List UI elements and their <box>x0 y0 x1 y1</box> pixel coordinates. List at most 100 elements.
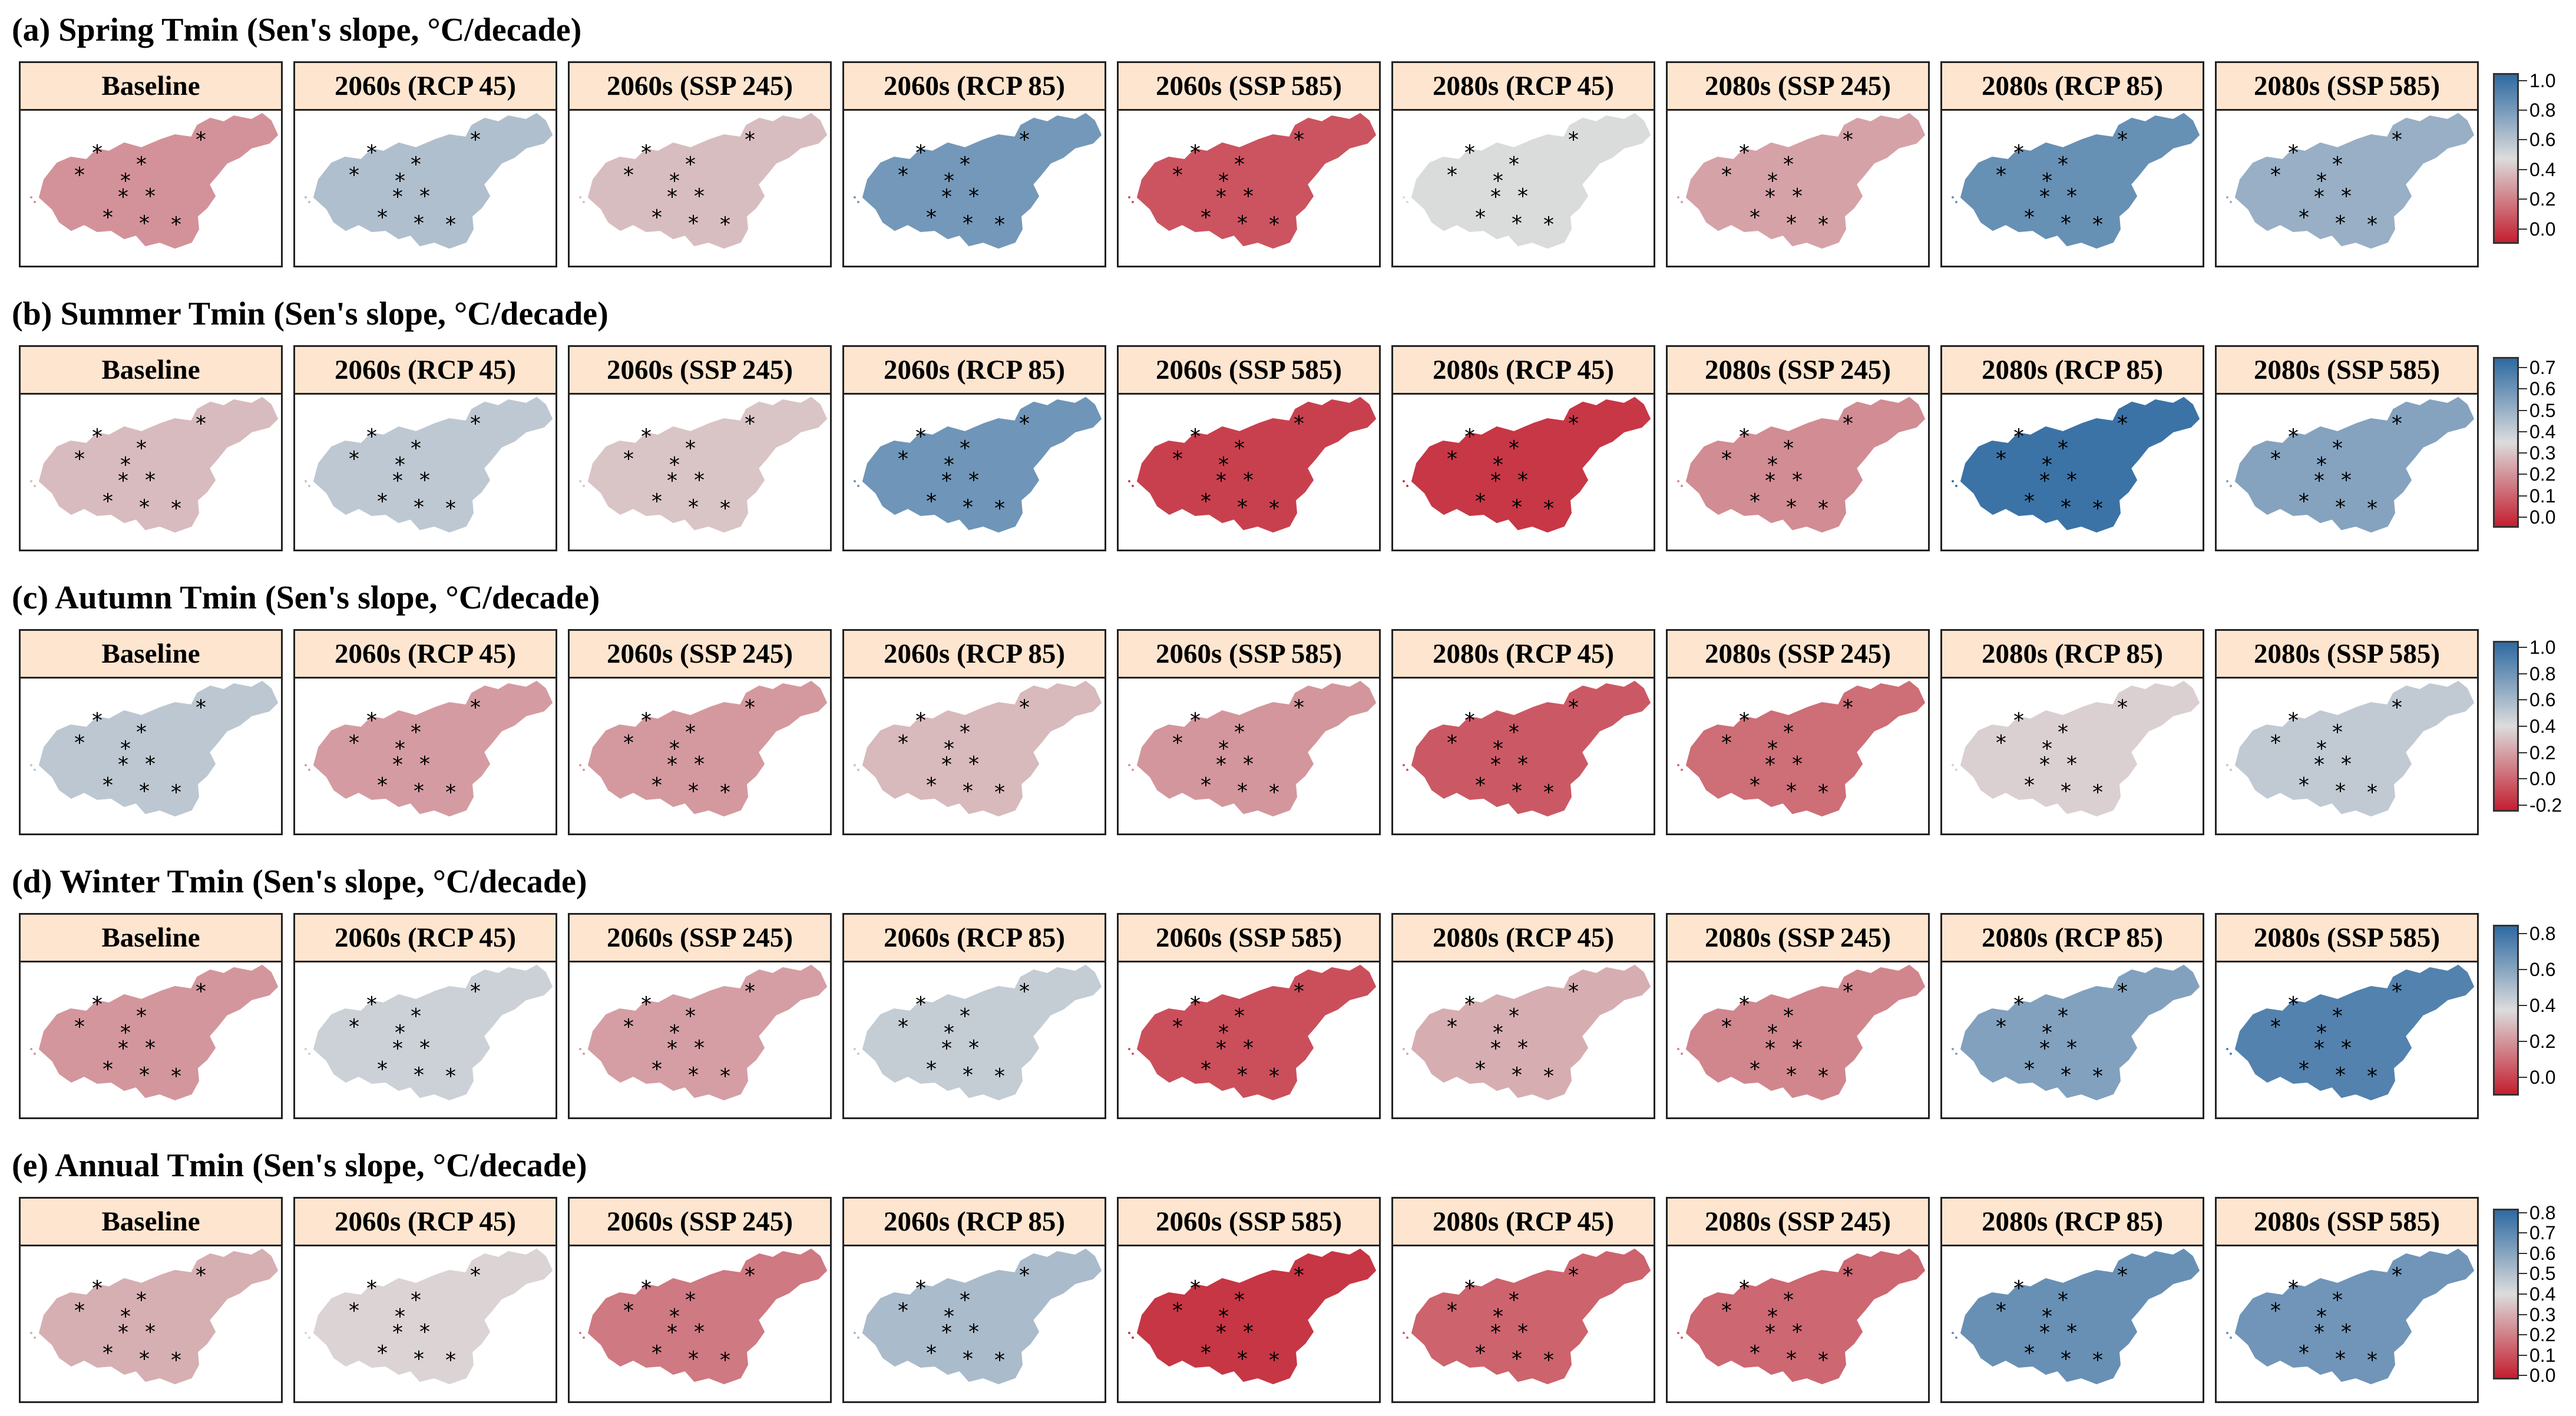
station-star: * <box>1843 412 1853 436</box>
tick-mark <box>2519 110 2527 111</box>
island-dot <box>34 1053 36 1055</box>
tick-label: 0.7 <box>2529 1222 2556 1244</box>
island-dot <box>2230 1336 2232 1339</box>
station-star: * <box>1447 447 1457 471</box>
station-star: * <box>1475 489 1486 514</box>
map-panel: 2060s (RCP 85) * * * * * * * * * * <box>842 629 1106 835</box>
region-shape <box>1960 113 2200 249</box>
station-star: * <box>377 773 388 798</box>
station-star: * <box>963 211 973 236</box>
tick-mark <box>2519 969 2527 971</box>
island-dot <box>1952 1332 1954 1334</box>
tick-label: 0.4 <box>2529 1283 2556 1305</box>
region-shape <box>313 964 553 1101</box>
region-shape <box>2234 1248 2475 1385</box>
tick-mark <box>2519 933 2527 935</box>
station-star: * <box>963 1063 973 1087</box>
island-dot <box>1952 196 1954 198</box>
colorbar-ticks: 1.0 0.8 0.6 0.4 0.2 0.0 -0.2 <box>2519 637 2576 816</box>
station-star: * <box>1493 169 1503 193</box>
map-panel: 2060s (SSP 585) * * * * * * * * * * <box>1117 345 1381 551</box>
station-star: * <box>1493 1305 1503 1329</box>
map-panel: 2080s (SSP 245) * * * * * * * * * * <box>1666 61 1930 267</box>
station-star: * <box>2299 1057 2309 1081</box>
island-dot <box>308 769 310 771</box>
station-star: * <box>1475 206 1486 230</box>
station-star: * <box>745 1263 755 1288</box>
station-star: * <box>102 1341 113 1365</box>
station-star: * <box>1512 1063 1522 1087</box>
station-star: * <box>1721 447 1732 471</box>
station-star: * <box>2270 731 2281 755</box>
station-star: * <box>392 1321 403 1345</box>
station-star: * <box>1243 184 1254 209</box>
station-star: * <box>414 1347 424 1371</box>
station-star: * <box>941 185 952 209</box>
station-star: * <box>2066 1036 2077 1060</box>
station-star: * <box>419 1320 430 1344</box>
station-star: * <box>1750 489 1760 514</box>
station-star: * <box>669 737 680 761</box>
station-star: * <box>118 1037 128 1061</box>
map-area: * * * * * * * * * * <box>1668 961 1928 1117</box>
region-map: ** *** ** * ** <box>1677 113 1926 249</box>
island-dot <box>1132 485 1134 487</box>
tick-label: -0.2 <box>2529 794 2562 816</box>
row-title: (c) Autumn Tmin (Sen's slope, °C/decade) <box>12 580 600 616</box>
island-dot <box>1677 764 1679 766</box>
station-star: * <box>944 1305 954 1329</box>
station-star: * <box>2024 1057 2035 1081</box>
tick-mark <box>2519 726 2527 727</box>
tick-label: 1.0 <box>2529 70 2556 91</box>
station-star: * <box>1237 211 1248 236</box>
station-star: * <box>1464 1276 1475 1301</box>
map-area: * * * * * * * * * * <box>295 677 555 833</box>
island-dot <box>1128 1048 1130 1050</box>
station-star: * <box>139 1063 150 1087</box>
station-star: * <box>419 468 430 492</box>
station-star: * <box>120 169 131 193</box>
region-map: ** *** ** * ** <box>1128 964 1377 1101</box>
region-shape <box>862 396 1102 533</box>
station-star: * <box>2367 780 2377 805</box>
island-dot <box>1681 1336 1683 1339</box>
map-panel: 2080s (RCP 85) * * * * * * * * * * <box>1940 913 2204 1119</box>
tick-mark <box>2519 1041 2527 1043</box>
region-map: ** *** ** * ** <box>1952 113 2200 249</box>
station-star: * <box>1786 211 1797 236</box>
panel-header: 2060s (SSP 585) <box>1119 63 1379 111</box>
station-star: * <box>2042 169 2052 193</box>
station-star: * <box>1216 1037 1226 1061</box>
station-star: * <box>694 184 705 209</box>
island-dot <box>1681 1053 1683 1055</box>
station-star: * <box>1201 206 1211 230</box>
panel-header: 2060s (SSP 245) <box>570 915 830 962</box>
station-star: * <box>915 1276 926 1301</box>
station-star: * <box>1818 1348 1828 1372</box>
island-dot <box>1681 485 1683 487</box>
station-star: * <box>2299 206 2309 230</box>
station-star: * <box>915 992 926 1017</box>
region-shape <box>587 680 828 817</box>
station-star: * <box>92 141 102 165</box>
station-star: * <box>2092 213 2103 237</box>
map-area: * * * * * * * * * * <box>1393 1245 1654 1401</box>
region-shape <box>1411 1248 1651 1385</box>
station-star: * <box>171 1064 181 1089</box>
region-shape <box>2234 396 2475 533</box>
station-star: * <box>2367 1064 2377 1089</box>
map-area: * * * * * * * * * * <box>21 393 281 550</box>
station-star: * <box>1568 128 1579 152</box>
map-panel: 2060s (SSP 585) * * * * * * * * * * <box>1117 1197 1381 1403</box>
station-star: * <box>139 211 150 236</box>
tick-label: 0.1 <box>2529 485 2556 507</box>
panel-header: 2080s (RCP 85) <box>1942 631 2203 679</box>
island-dot <box>305 1048 307 1050</box>
tick-mark <box>2519 1212 2527 1213</box>
station-star: * <box>1843 128 1853 152</box>
station-star: * <box>2117 980 2128 1004</box>
region-shape <box>587 964 828 1101</box>
station-star: * <box>136 436 147 461</box>
map-panel: 2060s (SSP 585) * * * * * * * * * * <box>1117 629 1381 835</box>
region-shape <box>1136 113 1377 249</box>
